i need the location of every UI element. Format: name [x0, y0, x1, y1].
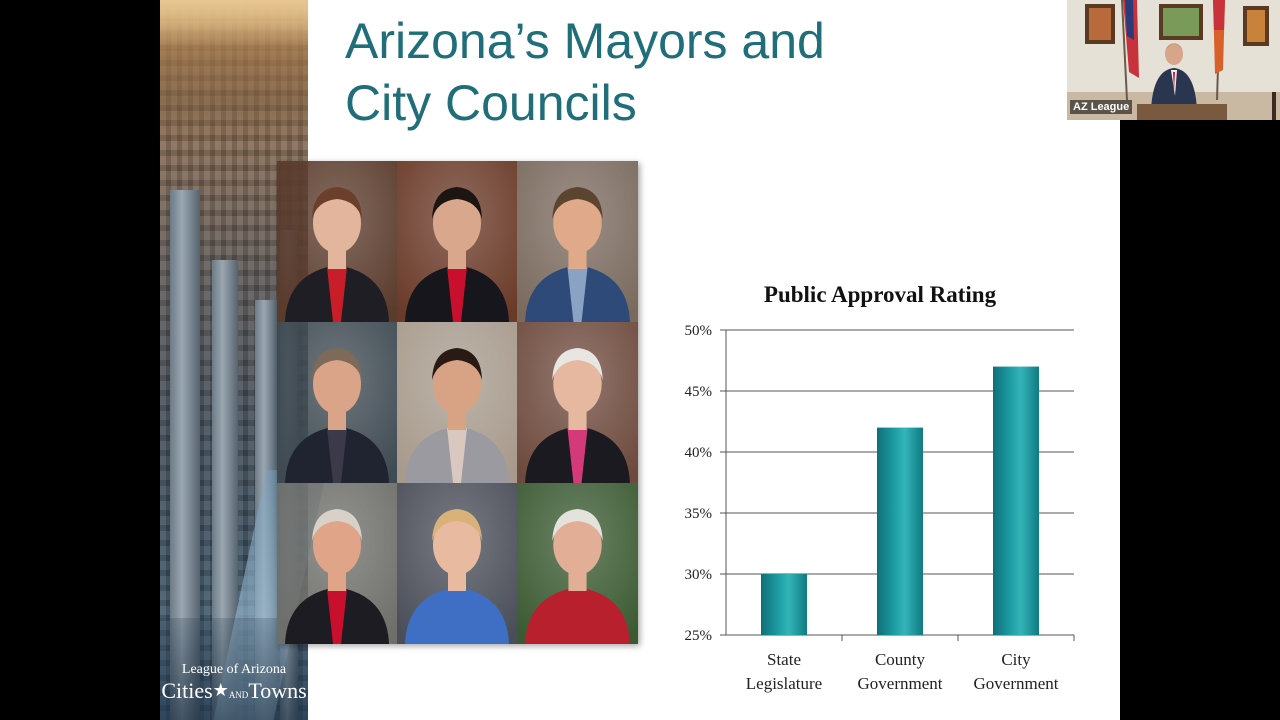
portrait-4: [277, 322, 397, 483]
webcam-participant-label: AZ League: [1070, 100, 1133, 114]
approval-bar-chart: 25% 30% 35% 40% 45% 50% State Legislature County…: [685, 323, 1075, 693]
webcam-video: AZ League: [1067, 0, 1280, 120]
x-label-0-1: Legislature: [746, 674, 822, 693]
bar-1: [877, 427, 923, 635]
x-label-2-1: Government: [974, 674, 1059, 693]
y-tick-label-50: 50%: [685, 323, 713, 339]
slide-title: Arizona’s Mayors and City Councils: [345, 10, 945, 134]
portrait-1: [277, 161, 397, 322]
portrait-7: [277, 483, 397, 644]
logo-word-and: AND: [228, 690, 249, 700]
y-tick-label-45: 45%: [685, 384, 713, 400]
bar-0: [761, 574, 807, 635]
logo-word-cities: Cities: [161, 678, 213, 703]
y-tick-label-25: 25%: [685, 628, 713, 644]
x-label-2-0: City: [1001, 650, 1031, 669]
portrait-3: [517, 161, 638, 322]
bar-2: [993, 366, 1039, 635]
x-label-1-0: County: [875, 650, 926, 669]
y-tick-label-40: 40%: [685, 445, 713, 461]
y-tick-label-30: 30%: [685, 567, 713, 583]
chart-title: Public Approval Rating: [763, 282, 997, 307]
logo-line1: League of Arizona: [181, 662, 287, 677]
logo-word-towns: Towns: [248, 678, 307, 703]
portrait-2: [397, 161, 517, 322]
presentation-slide: League of Arizona Cities★ANDTowns Arizon…: [160, 0, 1120, 720]
portrait-9: [517, 483, 638, 644]
y-tick-label-35: 35%: [685, 506, 713, 522]
logo-line2: Cities★ANDTowns: [160, 678, 308, 704]
slide-title-line1: Arizona’s Mayors and: [345, 13, 825, 69]
x-label-1-1: Government: [858, 674, 943, 693]
portrait-6: [517, 322, 638, 483]
mayor-photo-grid: [277, 161, 638, 644]
x-label-0-0: State: [767, 650, 801, 669]
portrait-8: [397, 483, 517, 644]
portrait-5: [397, 322, 517, 483]
slide-title-line2: City Councils: [345, 75, 637, 131]
star-icon: ★: [212, 680, 229, 700]
